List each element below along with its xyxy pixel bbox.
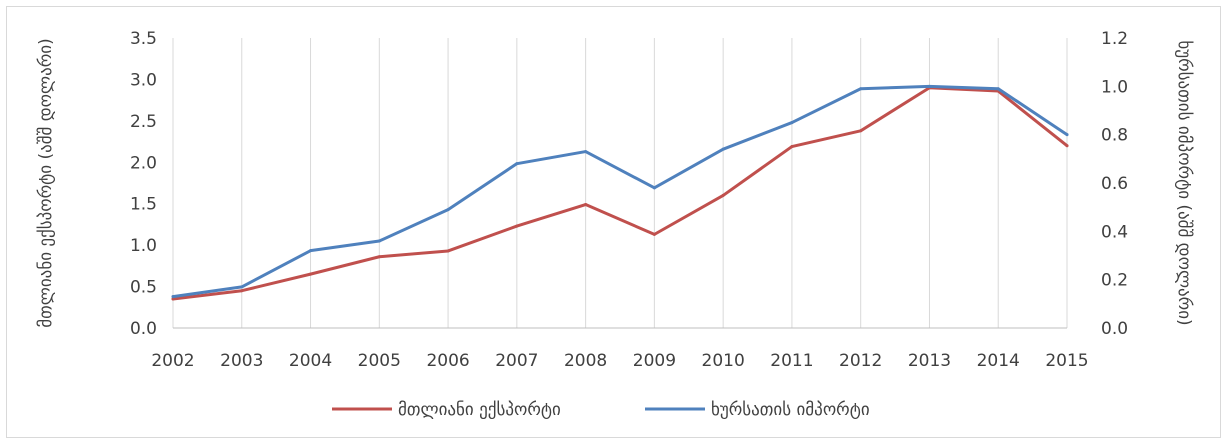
data-point-1-2013 [927, 84, 931, 88]
left-tick-label: 1.5 [130, 195, 157, 215]
data-point-1-2015 [1065, 133, 1069, 137]
x-tick-label: 2009 [633, 351, 676, 371]
x-tick-label: 2002 [151, 351, 194, 371]
right-tick-label: 0.8 [1101, 126, 1128, 146]
data-point-1-2004 [309, 249, 313, 253]
data-point-0-2007 [515, 224, 519, 228]
x-tick-label: 2014 [977, 351, 1020, 371]
legend-label-export: მთლიანი ექსპორტი [398, 400, 561, 420]
left-tick-label: 2.0 [130, 153, 157, 173]
data-point-1-2005 [377, 239, 381, 243]
legend: მთლიანი ექსპორტი ხურსათის იმპორტი [332, 400, 870, 420]
right-tick-label: 1.0 [1101, 77, 1128, 97]
right-tick-label: 0.6 [1101, 174, 1128, 194]
x-tick-label: 2013 [908, 351, 951, 371]
x-tick-label: 2007 [495, 351, 538, 371]
x-tick-label: 2010 [702, 351, 745, 371]
left-tick-label: 3.5 [130, 29, 157, 49]
data-point-0-2008 [584, 203, 588, 207]
data-point-1-2007 [515, 162, 519, 166]
series-line-1 [171, 84, 1069, 299]
grid-layer [172, 38, 1068, 329]
data-point-1-2010 [721, 147, 725, 151]
data-point-1-2009 [652, 186, 656, 190]
data-point-1-2003 [240, 285, 244, 289]
x-tick-label: 2012 [839, 351, 882, 371]
data-point-0-2011 [790, 145, 794, 149]
left-axis-title: მთლიანი ექსპორტი (აშშ დოლარი) [36, 38, 56, 327]
data-point-0-2015 [1065, 144, 1069, 148]
data-point-0-2010 [721, 193, 725, 197]
x-tick-label: 2004 [289, 351, 332, 371]
data-point-0-2002 [171, 297, 175, 301]
right-axis-title: ხურსათის იმპორტი (აშშ დოლარი) [1174, 40, 1194, 325]
x-tick-label: 2008 [564, 351, 607, 371]
data-point-0-2012 [859, 129, 863, 133]
axis-layer: 0.0 0.5 1.0 1.5 2.0 2.5 3.0 3.5 0.0 0.2 0.4 0.6 0.8 1… [130, 29, 1128, 371]
data-point-1-2012 [859, 87, 863, 91]
x-tick-label: 2003 [220, 351, 263, 371]
series-line-0 [171, 86, 1069, 301]
data-point-1-2011 [790, 121, 794, 125]
data-point-0-2004 [309, 272, 313, 276]
right-tick-label: 0.2 [1101, 271, 1128, 291]
data-point-1-2006 [446, 208, 450, 212]
right-tick-label: 0.0 [1101, 319, 1128, 339]
data-point-0-2005 [377, 255, 381, 259]
x-tick-label: 2015 [1045, 351, 1088, 371]
left-tick-label: 0.0 [130, 319, 157, 339]
data-point-0-2003 [240, 289, 244, 293]
left-tick-label: 2.5 [130, 112, 157, 132]
right-tick-label: 0.4 [1101, 222, 1128, 242]
left-tick-label: 3.0 [130, 70, 157, 90]
data-point-1-2014 [996, 87, 1000, 91]
legend-label-import: ხურსათის იმპორტი [711, 400, 870, 420]
left-tick-label: 0.5 [130, 278, 157, 298]
x-tick-label: 2006 [426, 351, 469, 371]
data-point-1-2002 [171, 295, 175, 299]
x-tick-label: 2011 [770, 351, 813, 371]
chart-frame: 0.0 0.5 1.0 1.5 2.0 2.5 3.0 3.5 0.0 0.2 0.4 0.6 0.8 1… [6, 6, 1221, 438]
series-layer [171, 84, 1069, 301]
data-point-1-2008 [584, 150, 588, 154]
data-point-0-2006 [446, 249, 450, 253]
x-tick-label: 2005 [358, 351, 401, 371]
left-tick-label: 1.0 [130, 236, 157, 256]
right-tick-label: 1.2 [1101, 29, 1128, 49]
line-chart: 0.0 0.5 1.0 1.5 2.0 2.5 3.0 3.5 0.0 0.2 0.4 0.6 0.8 1… [36, 29, 1194, 420]
data-point-0-2009 [652, 232, 656, 236]
